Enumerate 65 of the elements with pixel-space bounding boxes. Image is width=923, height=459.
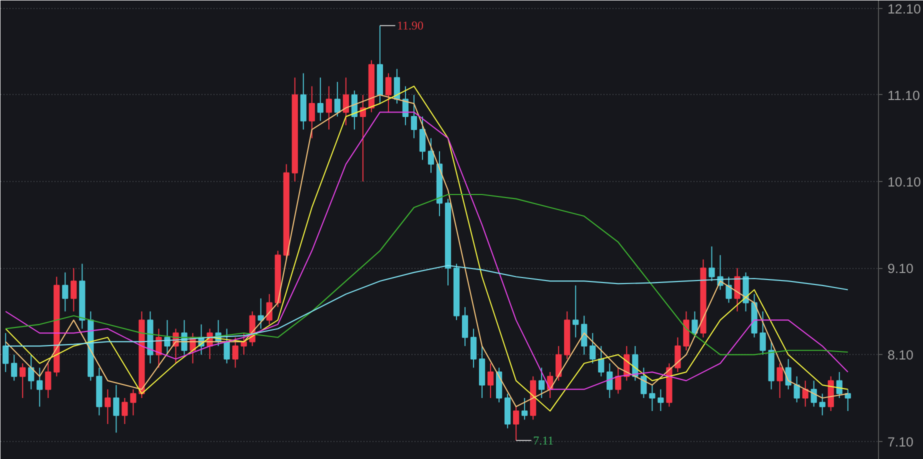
candlestick [130, 388, 136, 416]
candlestick [308, 86, 315, 139]
line-series [5, 194, 848, 356]
candlestick [836, 372, 842, 399]
candlestick [760, 310, 766, 356]
candlestick [606, 362, 613, 399]
candlestick [522, 398, 528, 420]
candlestick [726, 276, 732, 304]
candlestick [342, 77, 349, 126]
candlestick [410, 94, 418, 139]
candlestick [844, 388, 851, 412]
candlestick [122, 398, 128, 424]
candlestick [674, 336, 681, 373]
candlestick [556, 346, 562, 382]
y-tick-label: 12.10 [888, 1, 921, 16]
candlestick [2, 332, 9, 373]
candlestick [776, 362, 783, 399]
candlestick [708, 246, 715, 282]
candlestick [28, 354, 34, 390]
candlestick [649, 384, 656, 412]
annotation: 11.90 [396, 18, 424, 33]
candlestick [104, 388, 111, 424]
candlestick [734, 268, 740, 312]
candlestick [385, 72, 392, 113]
y-tick-label: 7.10 [888, 434, 914, 450]
candlestick [462, 306, 468, 347]
candlestick [20, 362, 26, 399]
candlestick [615, 367, 622, 394]
candlestick [513, 406, 520, 441]
candlestick [334, 81, 340, 118]
candlestick [819, 393, 826, 416]
candlestick [36, 367, 43, 408]
candlestick [258, 298, 264, 330]
y-tick-label: 11.10 [888, 88, 920, 103]
candlestick [113, 384, 120, 434]
candlestick [45, 362, 52, 399]
candlestick [232, 336, 238, 368]
annotation: 7.11 [533, 433, 554, 448]
y-tick-label: 10.10 [888, 174, 921, 190]
candlestick [658, 388, 664, 412]
candlestick [326, 86, 332, 130]
candlestick [470, 328, 477, 368]
candlestick [572, 284, 579, 338]
candlestick [224, 328, 230, 364]
candlestick [156, 328, 162, 368]
candlestick [590, 332, 596, 364]
candlestick [692, 310, 698, 338]
candlestick [802, 380, 808, 408]
candlestick [598, 346, 604, 377]
candlestick [428, 138, 434, 174]
candlestick [317, 77, 324, 122]
candlestick [640, 367, 647, 399]
candlestick [11, 354, 18, 382]
candlestick [581, 315, 588, 356]
y-tick-label: 8.10 [888, 348, 914, 363]
candlestick [810, 380, 817, 408]
candlestick [487, 362, 494, 399]
candlestick [164, 320, 170, 356]
candlestick [538, 367, 545, 399]
candlestick [70, 268, 77, 312]
y-tick-label: 9.10 [888, 261, 914, 276]
candlestick [266, 294, 272, 325]
candlestick [419, 116, 426, 160]
candlestick [62, 272, 68, 312]
candlestick [794, 376, 800, 403]
